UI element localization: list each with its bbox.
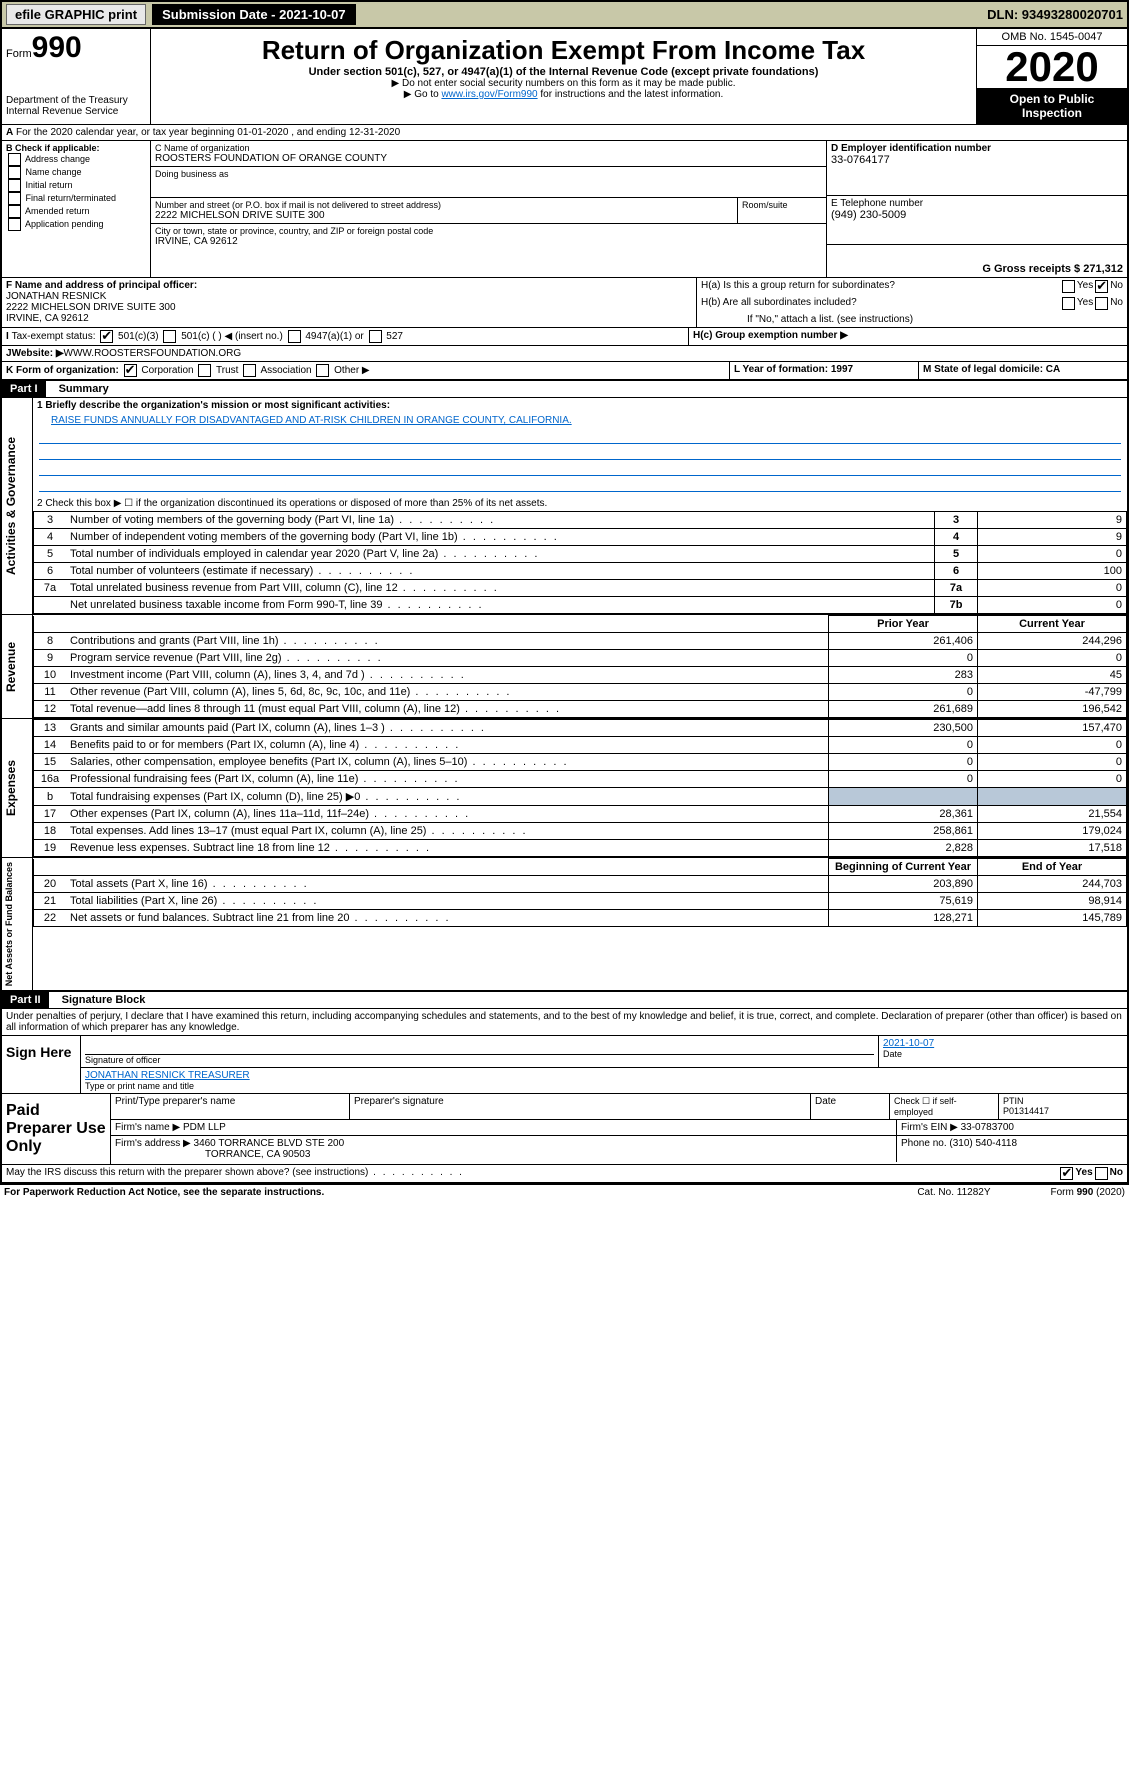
h-b: H(b) Are all subordinates included?: [701, 297, 1060, 310]
self-employed: Check ☐ if self-employed: [890, 1094, 999, 1119]
ptin: PTINP01314417: [999, 1094, 1127, 1119]
k-trust[interactable]: [198, 364, 211, 377]
vlabel-net: Net Assets or Fund Balances: [2, 858, 16, 990]
gross-receipts: G Gross receipts $ 271,312: [982, 263, 1123, 275]
vlabel-rev: Revenue: [2, 615, 20, 718]
box-m: M State of legal domicile: CA: [919, 362, 1127, 379]
firm-ein: Firm's EIN ▶ 33-0783700: [897, 1120, 1127, 1135]
box-b-item[interactable]: Address change: [6, 153, 146, 166]
vlabel-exp: Expenses: [2, 719, 20, 857]
room-label: Room/suite: [742, 200, 822, 210]
discuss-row: May the IRS discuss this return with the…: [2, 1165, 1127, 1183]
ha-yes[interactable]: [1062, 280, 1075, 293]
submission-date: Submission Date - 2021-10-07: [152, 4, 356, 25]
k-corp[interactable]: [124, 364, 137, 377]
box-b-item[interactable]: Amended return: [6, 205, 146, 218]
paid-preparer-label: Paid Preparer Use Only: [2, 1094, 111, 1164]
box-i: I Tax-exempt status: 501(c)(3) 501(c) ( …: [2, 328, 689, 345]
officer-name-title: JONATHAN RESNICK TREASURER: [85, 1070, 1123, 1081]
cat-no: Cat. No. 11282Y: [917, 1187, 990, 1198]
h-c: H(c) Group exemption number ▶: [689, 328, 1127, 345]
box-b-item[interactable]: Application pending: [6, 218, 146, 231]
sig-date-label: Date: [883, 1049, 1123, 1059]
form-footer: Form 990 (2020): [1051, 1187, 1125, 1198]
prep-name-label: Print/Type preparer's name: [111, 1094, 350, 1119]
ha-no[interactable]: [1095, 280, 1108, 293]
officer-addr1: 2222 MICHELSON DRIVE SUITE 300: [6, 302, 692, 313]
firm-address: Firm's address ▶ 3460 TORRANCE BLVD STE …: [111, 1136, 897, 1162]
box-l: L Year of formation: 1997: [730, 362, 919, 379]
org-name: ROOSTERS FOUNDATION OF ORANGE COUNTY: [155, 153, 822, 164]
h-b-note: If "No," attach a list. (see instruction…: [697, 312, 1127, 327]
box-k: K Form of organization: Corporation Trus…: [2, 362, 730, 379]
name-title-label: Type or print name and title: [85, 1081, 1123, 1091]
box-b-item[interactable]: Name change: [6, 166, 146, 179]
open-inspection: Open to Public Inspection: [977, 88, 1127, 124]
subtitle-2: ▶ Do not enter social security numbers o…: [157, 78, 970, 89]
part2-header: Part II Signature Block: [2, 991, 1127, 1009]
i-4947[interactable]: [288, 330, 301, 343]
sign-here-label: Sign Here: [2, 1036, 81, 1093]
i-501c3[interactable]: [100, 330, 113, 343]
line1-value: RAISE FUNDS ANNUALLY FOR DISADVANTAGED A…: [47, 413, 1127, 428]
firm-name: Firm's name ▶ PDM LLP: [111, 1120, 897, 1135]
sig-officer-label: Signature of officer: [85, 1055, 874, 1065]
pra-notice: For Paperwork Reduction Act Notice, see …: [4, 1187, 324, 1198]
box-c-label: C Name of organization: [155, 143, 822, 153]
box-d-label: D Employer identification number: [831, 143, 1123, 154]
prep-sig-label: Preparer's signature: [350, 1094, 811, 1119]
ein: 33-0764177: [831, 154, 1123, 166]
box-b-item[interactable]: Final return/terminated: [6, 192, 146, 205]
period-line: A For the 2020 calendar year, or tax yea…: [2, 125, 1127, 141]
sig-date: 2021-10-07: [883, 1038, 1123, 1049]
box-b-label: B Check if applicable:: [6, 143, 146, 153]
officer-name: JONATHAN RESNICK: [6, 291, 692, 302]
street: 2222 MICHELSON DRIVE SUITE 300: [155, 210, 733, 221]
dba-label: Doing business as: [155, 169, 822, 179]
hb-no[interactable]: [1095, 297, 1108, 310]
discuss-no[interactable]: [1095, 1167, 1108, 1180]
box-j: J Website: ▶ WWW.ROOSTERSFOUNDATION.ORG: [2, 346, 1127, 362]
city-label: City or town, state or province, country…: [155, 226, 822, 236]
firm-phone: Phone no. (310) 540-4118: [897, 1136, 1127, 1162]
k-other[interactable]: [316, 364, 329, 377]
box-f-label: F Name and address of principal officer:: [6, 280, 692, 291]
telephone: (949) 230-5009: [831, 209, 1123, 221]
subtitle-1: Under section 501(c), 527, or 4947(a)(1)…: [157, 66, 970, 78]
irs-link[interactable]: www.irs.gov/Form990: [441, 89, 537, 100]
efile-print[interactable]: efile GRAPHIC print: [6, 4, 146, 25]
h-a: H(a) Is this a group return for subordin…: [701, 280, 1060, 293]
vlabel-gov: Activities & Governance: [2, 398, 20, 614]
hb-yes[interactable]: [1062, 297, 1075, 310]
form-number: Form990: [6, 31, 146, 65]
discuss-yes[interactable]: [1060, 1167, 1073, 1180]
box-e-label: E Telephone number: [831, 198, 1123, 209]
dept-treasury: Department of the Treasury Internal Reve…: [6, 95, 146, 117]
form-title: Return of Organization Exempt From Incom…: [157, 35, 970, 66]
i-527[interactable]: [369, 330, 382, 343]
prep-date-label: Date: [811, 1094, 890, 1119]
tax-year: 2020: [977, 46, 1127, 88]
dln: DLN: 93493280020701: [987, 7, 1123, 22]
box-b-item[interactable]: Initial return: [6, 179, 146, 192]
k-assoc[interactable]: [243, 364, 256, 377]
perjury-declaration: Under penalties of perjury, I declare th…: [2, 1009, 1127, 1036]
street-label: Number and street (or P.O. box if mail i…: [155, 200, 733, 210]
part1-header: Part I Summary: [2, 380, 1127, 398]
header-bar: efile GRAPHIC print Submission Date - 20…: [0, 0, 1129, 29]
line2: 2 Check this box ▶ ☐ if the organization…: [33, 496, 1127, 511]
officer-addr2: IRVINE, CA 92612: [6, 313, 692, 324]
subtitle-3: ▶ Go to www.irs.gov/Form990 for instruct…: [157, 89, 970, 100]
line1-label: 1 Briefly describe the organization's mi…: [33, 398, 1127, 413]
city: IRVINE, CA 92612: [155, 236, 822, 247]
i-501c[interactable]: [163, 330, 176, 343]
